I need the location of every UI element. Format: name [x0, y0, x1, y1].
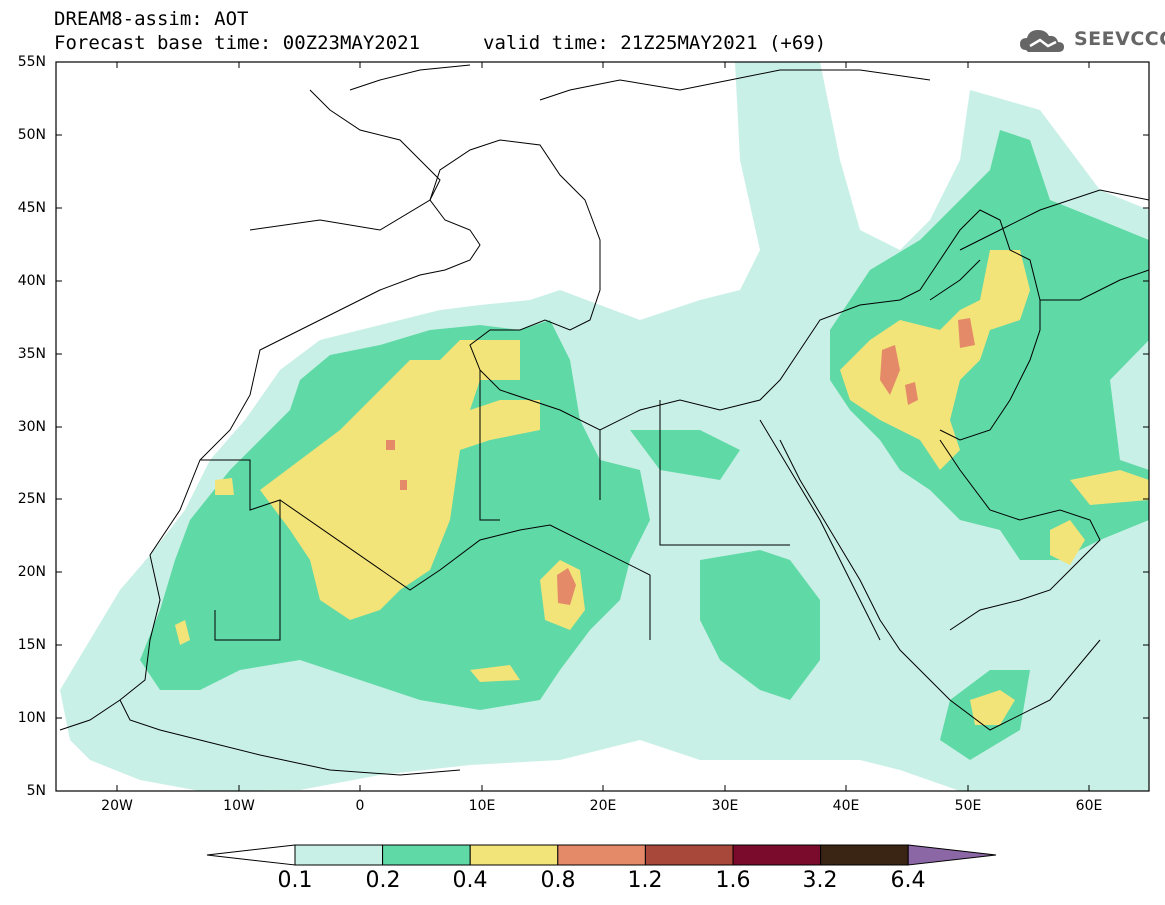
lat-label: 5N	[26, 783, 46, 799]
lon-label: 10W	[223, 798, 255, 814]
legend-label: 6.4	[890, 868, 926, 893]
logo-text: SEEVCCC	[1074, 28, 1165, 50]
lat-label: 20N	[17, 564, 46, 580]
lat-label: 35N	[17, 346, 46, 362]
map-frame	[55, 61, 1150, 792]
aot-0.4-region	[175, 250, 1149, 725]
lat-label: 45N	[17, 200, 46, 216]
lon-label: 20E	[589, 798, 617, 814]
lon-label: 50E	[954, 798, 982, 814]
lat-label: 15N	[17, 637, 46, 653]
cloud-logo-icon	[1020, 30, 1064, 52]
coastlines	[59, 64, 1149, 776]
legend-label: 1.6	[715, 868, 751, 893]
lon-label: 10E	[468, 798, 496, 814]
lat-label: 50N	[17, 127, 46, 143]
aot-0.8-region	[386, 318, 975, 605]
lat-label: 10N	[17, 710, 46, 726]
lat-label: 30N	[17, 419, 46, 435]
lon-label: 20W	[101, 798, 133, 814]
lat-label: 55N	[17, 54, 46, 70]
lon-label: 40E	[832, 798, 860, 814]
lon-label: 0	[355, 798, 365, 814]
legend-label: 0.4	[452, 868, 488, 893]
lat-label: 25N	[17, 491, 46, 507]
aot-contours	[60, 62, 1149, 791]
chart-title: DREAM8-assim: AOT	[54, 8, 249, 30]
legend-label: 0.8	[540, 868, 576, 893]
legend-label: 1.2	[627, 868, 663, 893]
valid-time: valid time: 21Z25MAY2021 (+69)	[483, 32, 827, 54]
legend-label: 0.1	[277, 868, 313, 893]
legend-label: 0.2	[365, 868, 401, 893]
lon-label: 30E	[711, 798, 739, 814]
lat-label: 40N	[17, 273, 46, 289]
legend-label: 3.2	[802, 868, 838, 893]
graticule-ticks	[56, 62, 1149, 791]
forecast-base-time: Forecast base time: 00Z23MAY2021	[54, 32, 421, 54]
lon-label: 60E	[1075, 798, 1103, 814]
